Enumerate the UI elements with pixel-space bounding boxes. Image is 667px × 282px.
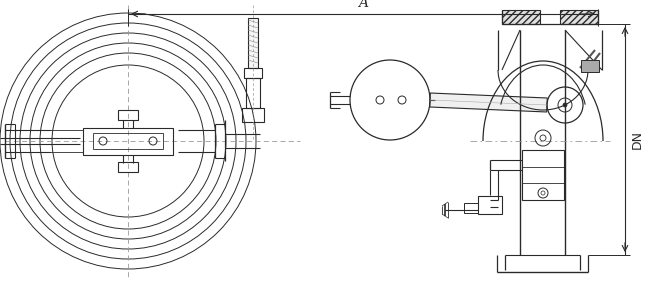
Bar	[83, 128, 173, 155]
Bar	[478, 196, 502, 214]
Bar	[246, 78, 260, 108]
Bar	[522, 150, 564, 200]
Bar	[244, 68, 262, 78]
Bar	[118, 162, 138, 172]
Bar	[560, 10, 598, 24]
Bar	[93, 133, 163, 149]
Bar	[242, 108, 264, 122]
Text: DN: DN	[630, 130, 644, 149]
Polygon shape	[430, 93, 548, 112]
Bar	[502, 10, 540, 24]
Text: A: A	[358, 0, 368, 10]
Bar	[118, 110, 138, 120]
Bar	[248, 18, 258, 68]
Circle shape	[563, 103, 567, 107]
Bar	[581, 60, 599, 72]
Bar	[464, 203, 478, 213]
